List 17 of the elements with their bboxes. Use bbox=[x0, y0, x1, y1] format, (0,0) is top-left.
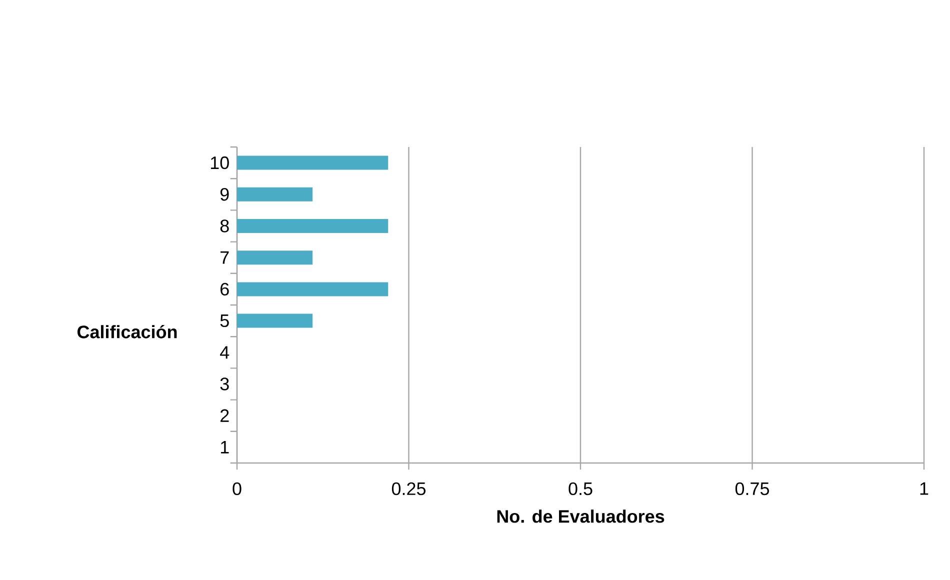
y-tick-label: 8 bbox=[220, 220, 229, 232]
y-axis-title: Calificación bbox=[77, 324, 177, 338]
x-tick-label: 0.25 bbox=[392, 482, 426, 496]
y-tick-label: 9 bbox=[220, 188, 229, 201]
x-tick-label: 1 bbox=[920, 482, 928, 495]
y-tick-label: 5 bbox=[220, 314, 229, 328]
x-axis-title: No. de Evaluadores bbox=[497, 510, 664, 523]
y-tick-label: 3 bbox=[220, 378, 229, 390]
x-tick-label: 0 bbox=[232, 482, 242, 496]
y-tick-label: 7 bbox=[220, 251, 229, 264]
x-tick-label: 0.5 bbox=[568, 482, 592, 496]
y-tick-label: 4 bbox=[220, 346, 230, 359]
y-tick-label: 10 bbox=[210, 156, 229, 170]
x-tick-label: 0.75 bbox=[735, 482, 770, 496]
y-tick-label: 2 bbox=[220, 409, 229, 422]
y-tick-label: 1 bbox=[220, 441, 229, 454]
y-tick-label: 6 bbox=[220, 282, 229, 296]
